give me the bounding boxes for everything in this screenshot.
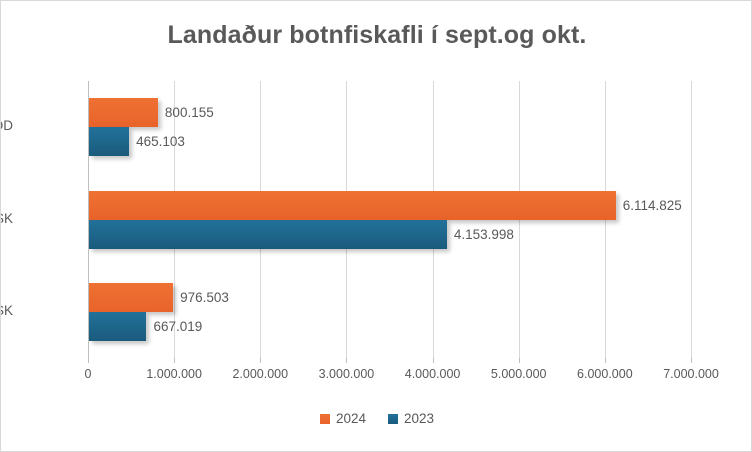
bar-HSTOD-2023[interactable] bbox=[89, 127, 130, 157]
category-label: HFASK bbox=[1, 302, 13, 318]
bar-HNESK-2023[interactable] bbox=[89, 219, 447, 249]
bar-value-label: 465.103 bbox=[136, 134, 185, 150]
x-tick-label: 6.000.000 bbox=[577, 367, 633, 381]
x-tick-label: 1.000.000 bbox=[146, 367, 202, 381]
bar-HFASK-2023[interactable] bbox=[89, 311, 147, 341]
legend-item-2024[interactable]: 2024 bbox=[319, 411, 366, 426]
bar-value-label: 6.114.825 bbox=[622, 197, 682, 213]
bar-value-label: 4.153.998 bbox=[453, 226, 514, 242]
x-tick-mark bbox=[260, 358, 262, 363]
x-tick-mark bbox=[346, 358, 348, 363]
x-tick-label: 2.000.000 bbox=[232, 367, 289, 381]
bar-value-label: 800.155 bbox=[164, 105, 214, 121]
gridline bbox=[518, 81, 520, 358]
x-tick-mark bbox=[691, 358, 692, 363]
bar-HSTOD-2024[interactable] bbox=[89, 98, 158, 128]
bar-HFASK-2024[interactable] bbox=[89, 282, 174, 312]
x-tick-label: 5.000.000 bbox=[490, 367, 547, 381]
legend-swatch-icon bbox=[388, 413, 398, 424]
bar-value-label: 667.019 bbox=[153, 318, 203, 334]
legend-label: 2024 bbox=[335, 411, 366, 426]
category-label: HNESK bbox=[1, 210, 13, 226]
legend-item-2023[interactable]: 2023 bbox=[388, 411, 434, 426]
x-tick-label: 0 bbox=[84, 367, 92, 381]
x-tick-mark bbox=[518, 358, 520, 363]
x-tick-mark bbox=[432, 358, 434, 363]
x-tick-label: 4.000.000 bbox=[404, 367, 461, 381]
plot-area: 0 1.000.000 2.000.000 3.000.000 4.000.000 5.0… bbox=[1, 81, 719, 381]
bar-HNESK-2024[interactable] bbox=[89, 190, 616, 220]
x-tick-label: 3.000.000 bbox=[318, 367, 375, 381]
category-label: HSTOD bbox=[1, 118, 13, 134]
bar-value-label: 976.503 bbox=[180, 289, 229, 305]
x-tick-label: 7.000.000 bbox=[663, 367, 719, 381]
x-tick-mark bbox=[604, 358, 606, 363]
x-tick-mark bbox=[174, 358, 176, 363]
chart-title: Landaður botnfiskafli í sept.og okt. bbox=[167, 21, 587, 49]
gridline bbox=[604, 81, 606, 358]
legend-label: 2023 bbox=[404, 411, 435, 426]
x-tick-mark bbox=[88, 358, 89, 363]
gridline bbox=[691, 81, 692, 358]
legend-swatch-icon bbox=[319, 413, 330, 424]
chart-legend: 2024 2023 bbox=[1, 411, 751, 426]
value-axis-line bbox=[88, 81, 89, 358]
